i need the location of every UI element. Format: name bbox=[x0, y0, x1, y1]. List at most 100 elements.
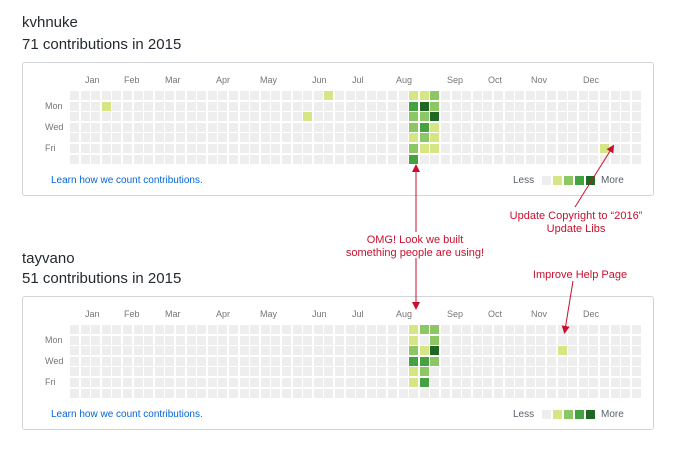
contribution-cell[interactable] bbox=[250, 388, 260, 398]
contribution-cell[interactable] bbox=[441, 133, 450, 143]
contribution-cell[interactable] bbox=[133, 144, 143, 153]
contribution-cell[interactable] bbox=[494, 378, 503, 387]
contribution-cell[interactable] bbox=[536, 144, 546, 153]
contribution-cell[interactable] bbox=[271, 356, 281, 366]
contribution-cell[interactable] bbox=[144, 367, 154, 377]
contribution-cell[interactable] bbox=[271, 388, 281, 398]
contribution-cell[interactable] bbox=[589, 112, 599, 122]
contribution-cell[interactable] bbox=[282, 346, 291, 356]
contribution-cell[interactable] bbox=[600, 122, 609, 132]
contribution-cell[interactable] bbox=[525, 325, 535, 334]
contribution-cell[interactable] bbox=[335, 335, 344, 345]
contribution-cell[interactable] bbox=[610, 122, 620, 132]
contribution-cell[interactable] bbox=[186, 101, 196, 111]
contribution-cell[interactable] bbox=[366, 122, 376, 132]
contribution-cell[interactable] bbox=[324, 356, 334, 366]
contribution-cell[interactable] bbox=[91, 144, 101, 153]
contribution-cell-active[interactable] bbox=[419, 356, 429, 366]
contribution-cell[interactable] bbox=[589, 346, 599, 356]
contribution-cell[interactable] bbox=[101, 112, 111, 122]
contribution-cell-active[interactable] bbox=[430, 122, 440, 132]
contribution-cell[interactable] bbox=[91, 133, 101, 143]
contribution-cell[interactable] bbox=[398, 133, 408, 143]
contribution-cell[interactable] bbox=[504, 154, 514, 164]
contribution-cell[interactable] bbox=[313, 335, 323, 345]
contribution-cell[interactable] bbox=[366, 91, 376, 100]
contribution-cell[interactable] bbox=[303, 154, 313, 164]
contribution-cell[interactable] bbox=[451, 367, 461, 377]
contribution-cell[interactable] bbox=[271, 367, 281, 377]
contribution-cell[interactable] bbox=[197, 133, 207, 143]
contribution-cell[interactable] bbox=[536, 356, 546, 366]
contribution-cell[interactable] bbox=[239, 101, 249, 111]
contribution-cell[interactable] bbox=[80, 356, 90, 366]
contribution-cell[interactable] bbox=[250, 378, 260, 387]
contribution-cell[interactable] bbox=[324, 378, 334, 387]
contribution-cell-active[interactable] bbox=[409, 325, 419, 334]
contribution-cell[interactable] bbox=[154, 378, 164, 387]
contribution-cell[interactable] bbox=[631, 356, 641, 366]
contribution-cell[interactable] bbox=[218, 388, 228, 398]
contribution-cell[interactable] bbox=[335, 154, 344, 164]
contribution-cell[interactable] bbox=[207, 335, 217, 345]
contribution-cell[interactable] bbox=[197, 144, 207, 153]
contribution-cell[interactable] bbox=[366, 335, 376, 345]
contribution-cell[interactable] bbox=[186, 335, 196, 345]
contribution-cell[interactable] bbox=[568, 112, 578, 122]
contribution-cell[interactable] bbox=[282, 144, 291, 153]
contribution-cell[interactable] bbox=[260, 154, 270, 164]
contribution-cell[interactable] bbox=[165, 388, 175, 398]
contribution-cell[interactable] bbox=[515, 133, 525, 143]
contribution-cell[interactable] bbox=[345, 101, 355, 111]
contribution-cell[interactable] bbox=[123, 346, 132, 356]
contribution-cell[interactable] bbox=[80, 335, 90, 345]
contribution-cell[interactable] bbox=[483, 367, 493, 377]
contribution-cell[interactable] bbox=[144, 101, 154, 111]
contribution-cell[interactable] bbox=[631, 144, 641, 153]
contribution-cell[interactable] bbox=[462, 325, 472, 334]
contribution-cell[interactable] bbox=[91, 154, 101, 164]
contribution-cell[interactable] bbox=[239, 133, 249, 143]
contribution-cell[interactable] bbox=[504, 101, 514, 111]
contribution-cell[interactable] bbox=[303, 91, 313, 100]
contribution-cell[interactable] bbox=[176, 112, 185, 122]
contribution-cell[interactable] bbox=[366, 154, 376, 164]
contribution-cell[interactable] bbox=[525, 133, 535, 143]
contribution-cell-active[interactable] bbox=[409, 122, 419, 132]
contribution-cell[interactable] bbox=[451, 388, 461, 398]
contribution-cell[interactable] bbox=[133, 367, 143, 377]
contribution-cell[interactable] bbox=[292, 356, 302, 366]
contribution-cell[interactable] bbox=[356, 101, 366, 111]
contribution-cell[interactable] bbox=[313, 346, 323, 356]
contribution-cell[interactable] bbox=[250, 346, 260, 356]
contribution-cell[interactable] bbox=[112, 335, 122, 345]
contribution-cell[interactable] bbox=[70, 122, 79, 132]
contribution-cell[interactable] bbox=[112, 154, 122, 164]
contribution-cell[interactable] bbox=[610, 133, 620, 143]
contribution-cell[interactable] bbox=[356, 144, 366, 153]
contribution-cell[interactable] bbox=[536, 122, 546, 132]
contribution-cell[interactable] bbox=[70, 378, 79, 387]
contribution-cell[interactable] bbox=[483, 133, 493, 143]
contribution-cell[interactable] bbox=[568, 101, 578, 111]
contribution-cell[interactable] bbox=[313, 356, 323, 366]
contribution-cell[interactable] bbox=[292, 122, 302, 132]
contribution-cell[interactable] bbox=[356, 154, 366, 164]
contribution-cell[interactable] bbox=[112, 388, 122, 398]
contribution-cell[interactable] bbox=[197, 154, 207, 164]
contribution-cell[interactable] bbox=[80, 367, 90, 377]
contribution-cell[interactable] bbox=[472, 335, 482, 345]
contribution-cell[interactable] bbox=[631, 133, 641, 143]
contribution-cell[interactable] bbox=[229, 325, 238, 334]
contribution-cell[interactable] bbox=[207, 91, 217, 100]
contribution-cell[interactable] bbox=[218, 356, 228, 366]
contribution-cell[interactable] bbox=[303, 388, 313, 398]
contribution-cell[interactable] bbox=[388, 388, 397, 398]
contribution-cell[interactable] bbox=[557, 91, 567, 100]
contribution-cell[interactable] bbox=[536, 325, 546, 334]
contribution-cell[interactable] bbox=[547, 388, 556, 398]
contribution-cell[interactable] bbox=[356, 91, 366, 100]
contribution-cell-active[interactable] bbox=[419, 144, 429, 153]
contribution-cell[interactable] bbox=[207, 101, 217, 111]
contribution-cell[interactable] bbox=[133, 122, 143, 132]
